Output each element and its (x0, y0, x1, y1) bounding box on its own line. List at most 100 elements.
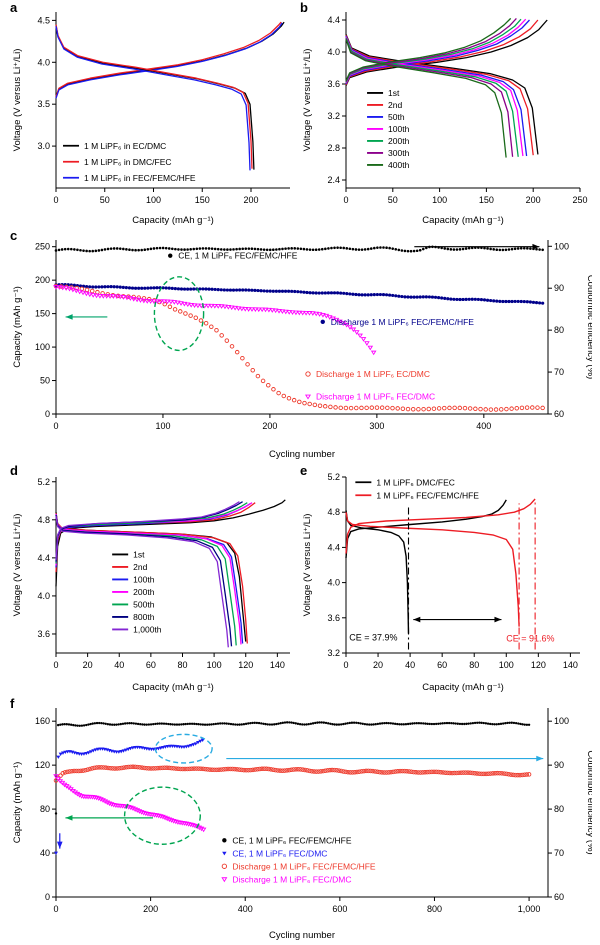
panel-d: d 0 20 40 60 80 100 120 140 3.6 4.0 4.4 4.8 5.2 Capac… (10, 463, 300, 695)
svg-text:3.5: 3.5 (37, 99, 50, 109)
svg-text:100: 100 (207, 660, 222, 670)
svg-text:0: 0 (53, 195, 58, 205)
annotations (65, 243, 540, 352)
legend: CE, 1 M LiPF₆ FEC/FEMC/HFE CE, 1 M LiPF₆ … (221, 835, 376, 884)
svg-text:150: 150 (479, 195, 494, 205)
svg-text:1 M LiPF₆ in EC/DMC: 1 M LiPF₆ in EC/DMC (84, 141, 166, 151)
svg-text:500th: 500th (133, 599, 155, 609)
svg-text:70: 70 (554, 848, 564, 858)
svg-text:4.4: 4.4 (327, 15, 340, 25)
legend: 1st 2nd 50th 100th 200th 300th 400th (367, 88, 410, 170)
svg-text:2nd: 2nd (133, 562, 147, 572)
svg-text:4.5: 4.5 (37, 15, 50, 25)
svg-text:Capacity (mAh g⁻¹): Capacity (mAh g⁻¹) (12, 762, 23, 844)
svg-text:Coulombic efficiency (%): Coulombic efficiency (%) (585, 750, 592, 854)
svg-text:200: 200 (143, 904, 158, 914)
axes (342, 12, 581, 192)
svg-text:60: 60 (146, 660, 156, 670)
svg-text:0: 0 (53, 660, 58, 670)
svg-text:Discharge 1 M LiPF₆ FEC/FEMC/H: Discharge 1 M LiPF₆ FEC/FEMC/HFE (331, 317, 475, 327)
svg-text:60: 60 (554, 409, 564, 419)
svg-text:0: 0 (53, 421, 58, 431)
svg-text:Discharge 1 M LiPF₆ FEC/DMC: Discharge 1 M LiPF₆ FEC/DMC (232, 874, 351, 884)
chart-c-cycling-capacity-ce: 0 100 200 300 400 0 50 100 150 200 250 60 70 80 90 100 C… (12, 240, 592, 460)
chart-f-cycling-capacity-ce: 0 200 400 600 800 1,000 0 40 80 120 160 60 70 80 90 100… (12, 708, 592, 941)
legend: 1 M LiPF₆ in EC/DMC 1 M LiPF₆ in DMC/FEC 1… (63, 141, 196, 183)
svg-text:100th: 100th (133, 574, 155, 584)
svg-text:4.0: 4.0 (37, 57, 50, 67)
svg-text:1 M LiPF₆ DMC/FEC: 1 M LiPF₆ DMC/FEC (376, 477, 455, 487)
svg-text:50: 50 (100, 195, 110, 205)
svg-text:600: 600 (332, 904, 347, 914)
svg-text:200: 200 (526, 195, 541, 205)
svg-text:0: 0 (343, 660, 348, 670)
legend: 1st 2nd 100th 200th 500th 800th 1,000th (112, 549, 162, 634)
svg-text:100th: 100th (388, 124, 410, 134)
chart-a-voltage-capacity: 0 50 100 150 200 3.0 3.5 4.0 4.5 Capacity (mAh g⁻… (12, 12, 290, 226)
svg-text:40: 40 (405, 660, 415, 670)
svg-text:100: 100 (499, 660, 514, 670)
annotations (56, 733, 544, 849)
series (55, 21, 285, 171)
svg-text:80: 80 (40, 804, 50, 814)
svg-text:4.8: 4.8 (327, 507, 340, 517)
axes (342, 476, 580, 657)
svg-text:120: 120 (35, 760, 50, 770)
axis-labels: 0 20 40 60 80 100 120 140 3.2 3.6 4.0 4.4 4.8 5.2 Capa… (302, 472, 578, 693)
svg-text:4.0: 4.0 (327, 578, 340, 588)
svg-text:150: 150 (35, 309, 50, 319)
svg-text:200: 200 (262, 421, 277, 431)
svg-text:120: 120 (238, 660, 253, 670)
svg-text:4.8: 4.8 (37, 515, 50, 525)
svg-text:CE, 1 M LiPF₆ FEC/FEMC/HFE: CE, 1 M LiPF₆ FEC/FEMC/HFE (232, 835, 351, 845)
svg-text:140: 140 (270, 660, 285, 670)
svg-text:200: 200 (243, 195, 258, 205)
panel-letter-d: d (10, 463, 18, 478)
svg-text:Capacity (mAh g⁻¹): Capacity (mAh g⁻¹) (132, 682, 214, 693)
svg-text:CE = 91.6%: CE = 91.6% (506, 634, 554, 644)
svg-text:1 M LiPF₆ in DMC/FEC: 1 M LiPF₆ in DMC/FEC (84, 157, 171, 167)
svg-text:4.4: 4.4 (37, 553, 50, 563)
svg-text:3.0: 3.0 (37, 141, 50, 151)
svg-text:800: 800 (427, 904, 442, 914)
svg-text:200th: 200th (133, 587, 155, 597)
series (55, 499, 286, 648)
svg-text:40: 40 (114, 660, 124, 670)
svg-text:60: 60 (437, 660, 447, 670)
svg-text:50: 50 (40, 376, 50, 386)
svg-text:90: 90 (554, 760, 564, 770)
panel-letter-c: c (10, 228, 18, 243)
axes (52, 240, 552, 418)
svg-text:1,000: 1,000 (518, 904, 541, 914)
svg-text:100: 100 (35, 342, 50, 352)
chart-d-voltage-capacity-cycles: 0 20 40 60 80 100 120 140 3.6 4.0 4.4 4.8 5.2 Capacit… (12, 477, 290, 693)
panel-letter-f: f (10, 696, 15, 711)
svg-text:5.2: 5.2 (37, 477, 50, 487)
axes (52, 708, 552, 901)
svg-text:90: 90 (554, 283, 564, 293)
panel-letter-b: b (300, 0, 308, 15)
svg-text:Cycling number: Cycling number (269, 449, 335, 460)
svg-text:160: 160 (35, 716, 50, 726)
svg-text:3.2: 3.2 (327, 648, 340, 658)
svg-text:1 M LiPF₆ FEC/FEMC/HFE: 1 M LiPF₆ FEC/FEMC/HFE (376, 490, 479, 500)
svg-text:Discharge 1 M LiPF₆ EC/DMC: Discharge 1 M LiPF₆ EC/DMC (316, 369, 430, 379)
svg-text:20: 20 (373, 660, 383, 670)
svg-text:Voltage (V versus Li⁺/Li): Voltage (V versus Li⁺/Li) (12, 49, 23, 152)
svg-text:1 M LiPF₆ in FEC/FEMC/HFE: 1 M LiPF₆ in FEC/FEMC/HFE (84, 173, 196, 183)
svg-text:800th: 800th (133, 612, 155, 622)
svg-text:0: 0 (45, 892, 50, 902)
axis-labels: 0 200 400 600 800 1,000 0 40 80 120 160 60 70 80 90 100… (12, 716, 592, 941)
svg-text:100: 100 (432, 195, 447, 205)
chart-b-voltage-capacity-cycles: 0 50 100 150 200 250 2.4 2.8 3.2 3.6 4.0 4.4 Capacit… (302, 12, 588, 226)
panel-letter-e: e (300, 463, 308, 478)
svg-text:Discharge 1 M LiPF₆ FEC/FEMC/H: Discharge 1 M LiPF₆ FEC/FEMC/HFE (232, 861, 376, 871)
panel-c: c 0 100 200 300 400 0 50 100 150 200 250 60 70 80 90 10… (10, 228, 592, 462)
svg-text:4.4: 4.4 (327, 542, 340, 552)
series (345, 498, 536, 634)
series (53, 721, 532, 855)
svg-text:CE, 1 M LiPF₆ FEC/DMC: CE, 1 M LiPF₆ FEC/DMC (232, 848, 327, 858)
svg-text:Voltage (V versus Li⁺/Li): Voltage (V versus Li⁺/Li) (302, 514, 313, 617)
panel-f: f 0 200 400 600 800 1,000 0 40 80 120 160 60 70 80 90 1… (10, 696, 592, 943)
